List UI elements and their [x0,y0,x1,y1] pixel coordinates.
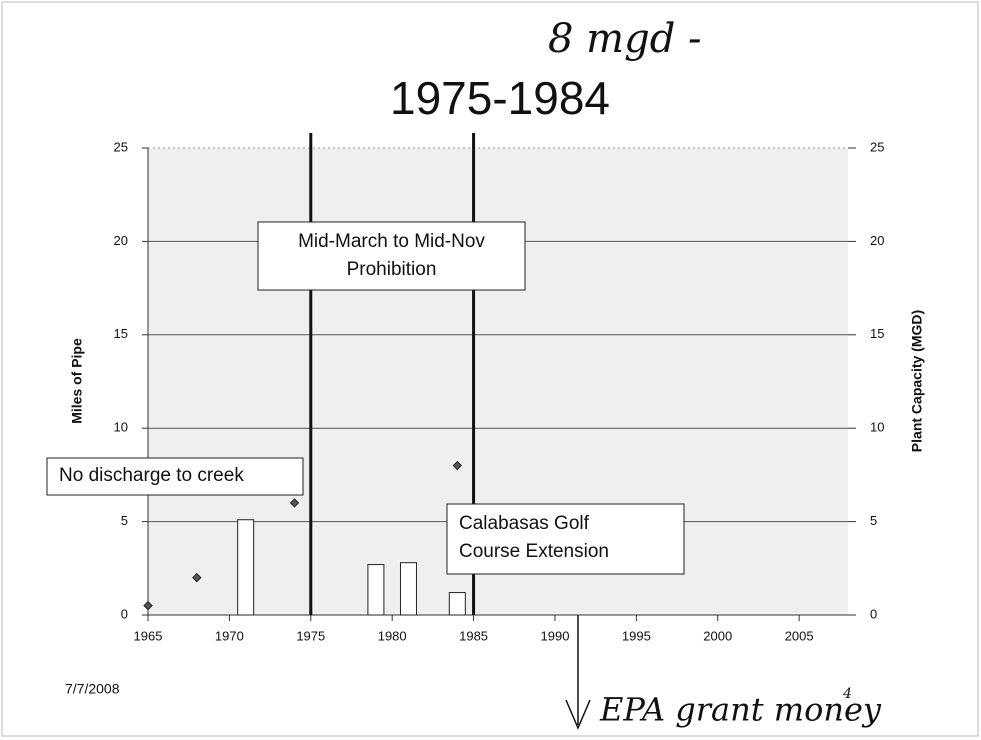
annotation-box [257,221,526,291]
x-tick-label: 2005 [785,628,814,643]
x-tick-label: 2000 [703,628,732,643]
point [192,572,202,583]
y2-axis-label: Plant Capacity (MGD) [909,310,925,452]
handwritten-note: EPA grant money [599,691,882,729]
bar [448,592,466,616]
arrow-head [565,699,591,730]
handwritten-note: 8 mgd - [548,16,702,62]
annotation-text: Mid-March to Mid-Nov [298,231,485,252]
y-tick-label: 10 [114,420,128,435]
chart-title: 1975-1984 [390,72,610,124]
annotation-text: Prohibition [347,259,437,280]
x-tick-label: 1995 [622,628,651,643]
x-tick-label: 1970 [215,628,244,643]
y-tick-label: 25 [114,139,128,154]
y2-tick-label: 0 [870,606,877,621]
x-tick-label: 1990 [541,628,570,643]
y-tick-label: 15 [114,326,128,341]
annotation-text: Calabasas Golf [459,513,590,534]
y-axis-label: Miles of Pipe [69,338,85,424]
annotation-text: No discharge to creek [59,465,244,486]
point [289,498,300,508]
bar [237,519,255,616]
page-number: 4 [842,686,852,702]
y2-tick-label: 20 [870,233,884,248]
annotation-box [46,457,304,496]
y2-tick-label: 25 [870,139,884,154]
y-tick-label: 20 [114,233,128,248]
bar [367,564,385,616]
annotation-box [446,503,685,575]
x-tick-label: 1980 [378,628,407,643]
annotation-text: Course Extension [459,541,609,562]
x-tick-label: 1965 [134,628,163,643]
y2-tick-label: 5 [870,513,877,528]
y-tick-label: 5 [121,513,128,528]
x-tick-label: 1985 [459,628,488,643]
bar [399,562,417,616]
point [143,600,153,611]
x-tick-label: 1975 [296,628,325,643]
y2-tick-label: 15 [870,326,884,341]
date: 7/7/2008 [65,681,120,697]
y2-tick-label: 10 [870,420,884,435]
y-tick-label: 0 [121,606,128,621]
point [452,460,463,471]
